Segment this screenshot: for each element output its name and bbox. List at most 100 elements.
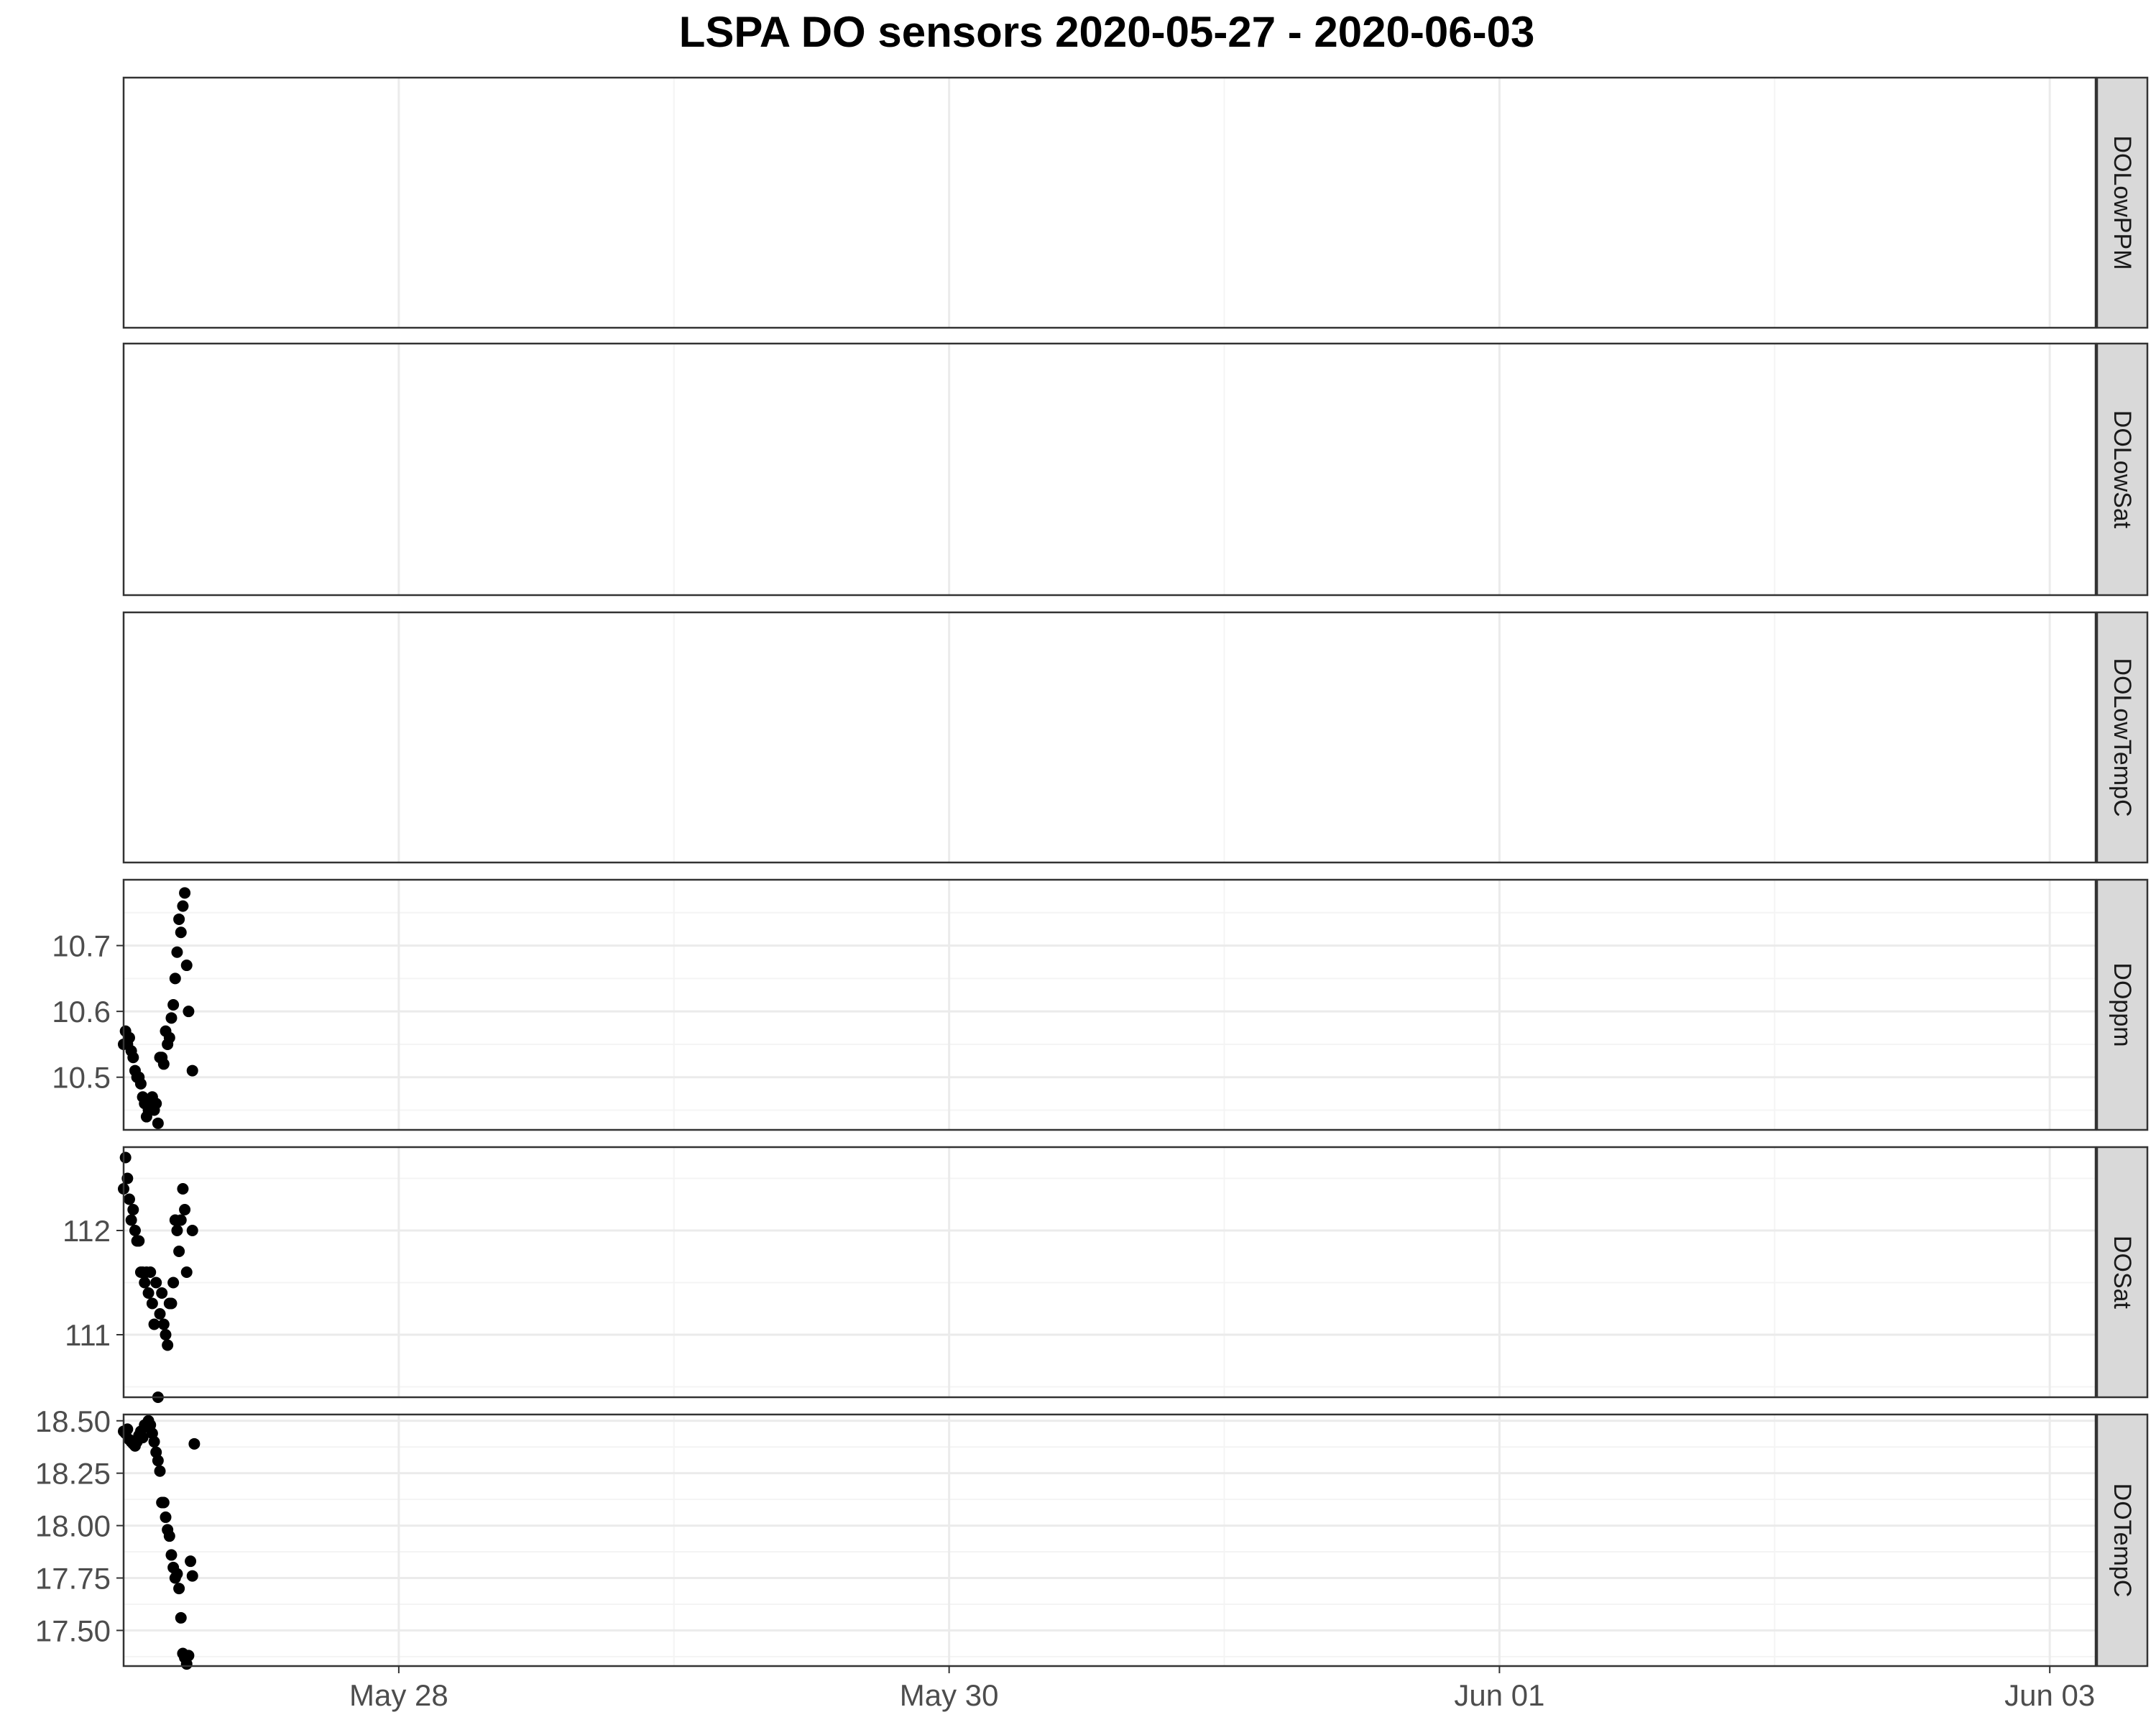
data-point <box>152 1455 164 1467</box>
data-point <box>177 1183 189 1195</box>
panel-DOTempC: 17.50 17.75 18.00 18.25 18.50 DOTempC <box>35 1404 2149 1670</box>
data-point <box>173 1246 185 1257</box>
data-point <box>156 1287 168 1299</box>
facet-strip-label: DOppm <box>2109 962 2136 1046</box>
data-point <box>188 1438 201 1450</box>
data-point <box>163 1031 175 1044</box>
data-point <box>163 1530 175 1542</box>
facet-strip <box>2096 76 2149 329</box>
y-tick-label: 111 <box>65 1318 111 1352</box>
data-point <box>165 1012 178 1024</box>
panel-border <box>122 342 2097 597</box>
facet-strip-label: DOTempC <box>2109 1484 2136 1598</box>
data-point <box>129 1225 141 1236</box>
panel-background <box>124 1414 2096 1666</box>
x-axis: May 28 May 30 Jun 01 Jun 03 <box>349 1666 2095 1712</box>
panel-background <box>124 344 2096 595</box>
data-point <box>186 1570 198 1582</box>
data-point <box>146 1297 158 1310</box>
y-tick-label: 10.5 <box>52 1061 111 1095</box>
data-point <box>121 1423 134 1435</box>
data-point <box>157 1058 170 1070</box>
data-point <box>139 1276 151 1289</box>
data-point <box>183 1650 195 1662</box>
data-point <box>148 1318 160 1330</box>
data-point <box>127 1204 139 1215</box>
data-point <box>171 1225 183 1236</box>
data-point <box>180 960 193 972</box>
data-point <box>167 1276 180 1289</box>
facet-strip-label: DOLowSat <box>2109 410 2136 529</box>
panel-DOLowSat: DOLowSat <box>122 342 2149 597</box>
data-point <box>175 926 187 939</box>
data-point <box>180 1266 193 1278</box>
data-point <box>119 1151 132 1164</box>
panel-border <box>122 1146 2097 1399</box>
panel-background <box>124 1147 2096 1397</box>
panel-background <box>124 78 2096 328</box>
data-point <box>162 1339 174 1351</box>
y-tick-label: 18.00 <box>35 1509 111 1543</box>
data-point <box>185 1555 197 1568</box>
y-tick-label: 17.75 <box>35 1562 111 1596</box>
data-point <box>175 1214 187 1226</box>
data-point <box>169 972 181 985</box>
data-point <box>171 1568 183 1580</box>
data-point <box>150 1276 162 1289</box>
data-point <box>167 999 180 1011</box>
panel-DOSat: 111 112 DOSat <box>63 1146 2149 1403</box>
facet-strip-label: DOLowPPM <box>2109 135 2136 270</box>
data-point <box>175 1611 187 1624</box>
panel-border <box>122 878 2097 1131</box>
facet-strip-label: DOLowTempC <box>2109 658 2136 816</box>
x-tick-label: Jun 01 <box>1454 1678 1544 1712</box>
data-point <box>186 1064 198 1077</box>
panel-background <box>124 612 2096 862</box>
data-point <box>123 1031 135 1044</box>
panel-DOLowTempC: DOLowTempC <box>122 611 2149 864</box>
panel-border <box>122 611 2097 864</box>
x-tick-label: Jun 03 <box>2004 1678 2095 1712</box>
data-point <box>165 1549 178 1561</box>
data-point <box>173 913 185 925</box>
data-point <box>154 1465 166 1477</box>
data-point <box>133 1235 145 1247</box>
panel-DOLowPPM: DOLowPPM <box>122 76 2149 329</box>
facet-strip <box>2096 1413 2149 1668</box>
y-tick-label: 18.25 <box>35 1457 111 1491</box>
panel-DOppm: 10.5 10.6 10.7 DOppm <box>52 878 2149 1131</box>
data-point <box>137 1432 149 1444</box>
data-point <box>121 1172 134 1184</box>
x-tick-label: May 28 <box>349 1678 448 1712</box>
data-point <box>160 1511 172 1523</box>
data-point <box>134 1077 147 1090</box>
panel-border <box>122 76 2097 329</box>
facet-strip <box>2096 878 2149 1131</box>
y-tick-label: 112 <box>63 1214 111 1248</box>
data-point <box>142 1287 155 1299</box>
y-tick-label: 10.7 <box>52 929 111 963</box>
facet-strip <box>2096 342 2149 597</box>
data-point <box>148 1435 160 1448</box>
facet-strip <box>2096 1146 2149 1399</box>
facet-strip <box>2096 611 2149 864</box>
data-point <box>173 1583 185 1595</box>
y-tick-label: 18.50 <box>35 1404 111 1438</box>
data-point <box>152 1117 164 1129</box>
panels-layer: DOLowPPM DOLowSat DOLowTempC 10.5 10.6 10.7 DO… <box>35 76 2149 1670</box>
data-point <box>125 1214 137 1226</box>
data-point <box>179 1204 191 1215</box>
data-point <box>157 1318 170 1330</box>
data-point <box>165 1297 178 1310</box>
data-point <box>150 1098 162 1110</box>
chart-title: LSPA DO sensors 2020-05-27 - 2020-06-03 <box>679 8 1535 56</box>
data-point <box>144 1266 157 1278</box>
data-point <box>123 1193 135 1205</box>
data-point <box>160 1329 172 1340</box>
data-point <box>154 1308 166 1320</box>
data-point <box>183 1006 195 1018</box>
data-point <box>179 887 191 899</box>
y-tick-label: 10.6 <box>52 995 111 1029</box>
data-point <box>171 946 183 958</box>
data-point <box>157 1496 170 1509</box>
